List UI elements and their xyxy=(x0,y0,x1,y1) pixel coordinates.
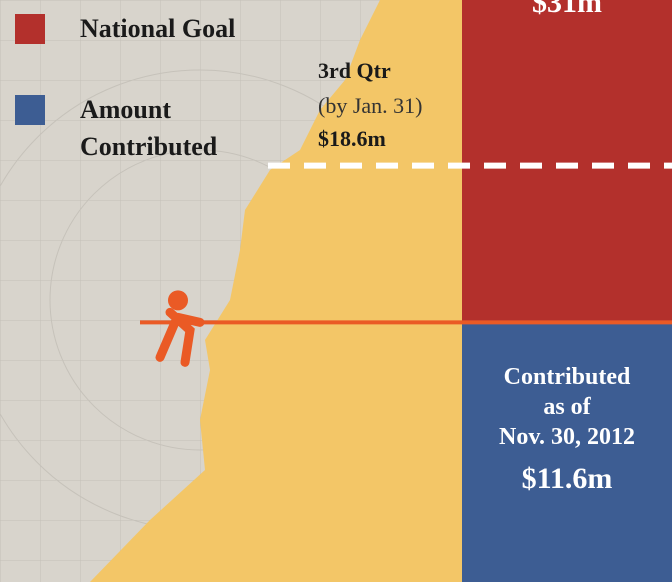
bar xyxy=(462,322,672,582)
target-note: (by Jan. 31) xyxy=(318,93,422,119)
target-value: $18.6m xyxy=(318,126,386,152)
contributed-value: $11.6m xyxy=(462,462,672,496)
contributed-label: Nov. 30, 2012 xyxy=(462,424,672,451)
legend-swatch xyxy=(15,14,45,44)
infographic: National Goal Amount Contributed $31m 3rd Q… xyxy=(0,0,672,582)
contributed-label: Contributed xyxy=(462,364,672,391)
climber-head xyxy=(168,290,188,310)
legend-label: National Goal xyxy=(80,10,340,47)
legend-swatch xyxy=(15,95,45,125)
goal-label: $31m xyxy=(462,0,672,20)
contributed-label: as of xyxy=(462,394,672,421)
target-label: 3rd Qtr xyxy=(318,58,391,84)
legend-label: Amount Contributed xyxy=(80,91,260,165)
